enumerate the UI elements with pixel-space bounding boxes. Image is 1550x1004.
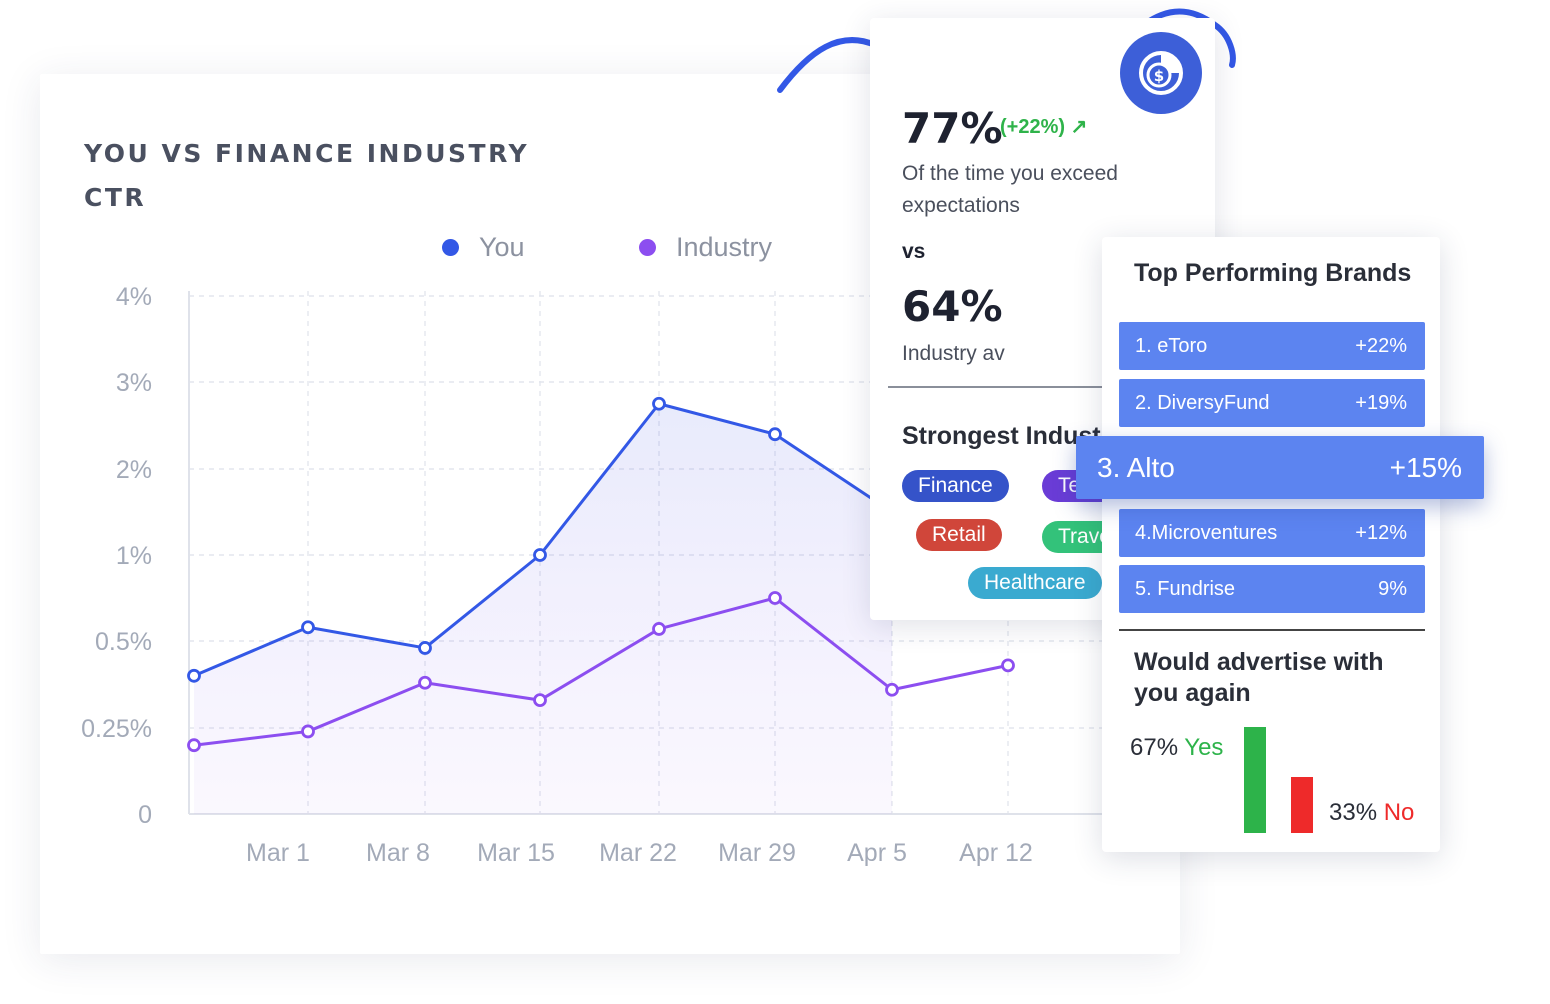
brand-row-fundrise[interactable]: 5. Fundrise 9% xyxy=(1119,565,1425,613)
x-tick-label: Mar 29 xyxy=(718,839,796,867)
data-point-industry[interactable] xyxy=(652,622,666,636)
chip-retail[interactable]: Retail xyxy=(916,519,1002,551)
svg-text:$: $ xyxy=(1154,67,1164,85)
data-point-industry[interactable] xyxy=(885,682,899,697)
data-point-you[interactable] xyxy=(652,396,666,411)
no-label: No xyxy=(1383,799,1415,826)
data-point-industry[interactable] xyxy=(187,738,201,753)
brands-divider xyxy=(1119,629,1425,631)
you-description: Of the time you exceed expectations xyxy=(902,162,1118,217)
top-brands-card: Top Performing Brands 1. eToro +22% 2. D… xyxy=(1102,237,1440,852)
brand-change: +12% xyxy=(1355,521,1407,544)
yes-result: 67% Yes xyxy=(1130,734,1223,762)
y-tick-label: 0 xyxy=(138,801,152,829)
advertise-again-title: Would advertise with you again xyxy=(1134,648,1384,707)
legend-label-you: You xyxy=(479,232,525,262)
brands-title: Top Performing Brands xyxy=(1134,259,1412,287)
y-tick-label: 0.5% xyxy=(95,628,152,656)
x-tick-label: Mar 15 xyxy=(477,839,555,867)
brand-row-microventures[interactable]: 4.Microventures +12% xyxy=(1119,509,1425,557)
brand-change: +22% xyxy=(1355,334,1407,357)
no-bar xyxy=(1291,777,1313,833)
data-point-you[interactable] xyxy=(187,668,201,683)
data-point-you[interactable] xyxy=(418,641,432,655)
brand-name: 5. Fundrise xyxy=(1135,577,1236,600)
legend-label-industry: Industry xyxy=(676,232,773,262)
data-point-you[interactable] xyxy=(768,427,782,442)
y-tick-label: 0.25% xyxy=(81,715,152,743)
brand-name: 1. eToro xyxy=(1135,334,1208,357)
x-tick-label: Apr 12 xyxy=(959,839,1033,867)
brand-change: 9% xyxy=(1378,577,1407,600)
yes-label: Yes xyxy=(1184,734,1224,761)
you-percentage: 77% xyxy=(902,104,1003,153)
x-tick-label: Mar 22 xyxy=(599,839,677,867)
brand-row-diversyfund[interactable]: 2. DiversyFund +19% xyxy=(1119,379,1425,427)
coin-chart-icon: $ xyxy=(1120,32,1202,114)
legend-dot-you xyxy=(442,239,459,256)
brand-row-etoro[interactable]: 1. eToro +22% xyxy=(1119,322,1425,370)
chip-finance[interactable]: Finance xyxy=(902,470,1009,502)
data-point-you[interactable] xyxy=(533,548,547,562)
x-tick-label: Apr 5 xyxy=(847,839,907,867)
chip-healthcare[interactable]: Healthcare xyxy=(968,567,1102,599)
brand-change: +15% xyxy=(1389,451,1462,483)
data-point-industry[interactable] xyxy=(768,591,782,605)
no-result: 33% No xyxy=(1329,799,1414,827)
data-point-industry[interactable] xyxy=(533,693,547,708)
coin-chart-icon-glyph: $ xyxy=(1139,51,1183,95)
stats-divider xyxy=(888,386,1148,388)
series-line-industry xyxy=(193,596,1009,747)
legend-item-you[interactable]: You xyxy=(442,232,525,263)
y-tick-label: 1% xyxy=(116,542,152,570)
no-percentage: 33% xyxy=(1329,799,1378,826)
data-point-you[interactable] xyxy=(301,620,315,635)
legend-dot-industry xyxy=(639,239,656,256)
you-change-badge: (+22%) ↗ xyxy=(1000,116,1088,138)
chart-title: YOU VS FINANCE INDUSTRY CTR xyxy=(84,139,530,212)
you-area-fill xyxy=(194,403,892,814)
y-tick-label: 4% xyxy=(116,283,152,311)
brand-name: 4.Microventures xyxy=(1135,521,1278,544)
y-tick-label: 2% xyxy=(116,456,152,484)
industry-description: Industry av xyxy=(902,342,1005,365)
line-chart-plot: 0 0.25% 0.5% 1% 2% 3% 4% Mar 1 Mar 8 Mar 15 Mar 22… xyxy=(81,283,1140,867)
brand-change: +19% xyxy=(1355,391,1407,414)
industry-percentage: 64% xyxy=(902,282,1003,331)
x-tick-label: Mar 1 xyxy=(246,839,310,867)
data-point-industry[interactable] xyxy=(418,675,432,690)
legend-item-industry[interactable]: Industry xyxy=(639,232,772,263)
brand-name: 2. DiversyFund xyxy=(1135,391,1270,414)
vs-label: vs xyxy=(902,240,926,263)
data-point-industry[interactable] xyxy=(301,724,315,739)
brand-row-alto-highlighted[interactable]: 3. Alto +15% xyxy=(1076,436,1484,499)
yes-percentage: 67% xyxy=(1130,734,1179,761)
yes-bar xyxy=(1244,727,1266,833)
x-tick-label: Mar 8 xyxy=(366,839,430,867)
y-tick-label: 3% xyxy=(116,369,152,397)
brand-name: 3. Alto xyxy=(1097,451,1175,483)
data-point-industry[interactable] xyxy=(1001,658,1015,673)
